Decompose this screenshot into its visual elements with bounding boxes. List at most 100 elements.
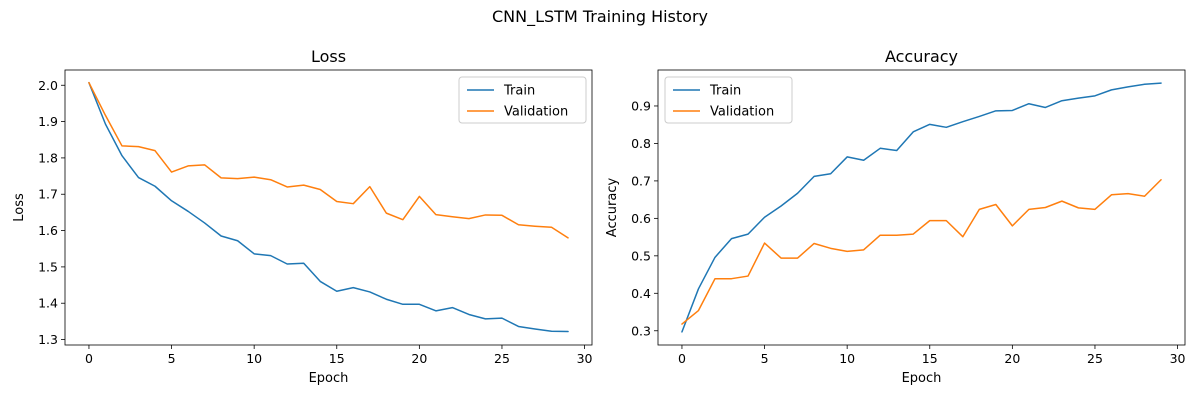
loss-validation-point (203, 163, 206, 166)
accuracy-validation-point (846, 250, 849, 253)
loss-validation-point (335, 200, 338, 203)
loss-y-axis-label: Loss (12, 193, 27, 222)
loss-validation-point (550, 226, 553, 229)
accuracy-train-point (1143, 83, 1146, 86)
loss-validation-point (319, 188, 322, 191)
accuracy-axes-frame (657, 69, 1186, 346)
loss-train-point (286, 262, 289, 265)
loss-train-point (187, 210, 190, 213)
accuracy-train-point (813, 175, 816, 178)
accuracy-train-point (978, 115, 981, 118)
loss-validation-point (385, 212, 388, 215)
accuracy-validation-point (994, 203, 997, 206)
loss-train-point (451, 306, 454, 309)
loss-validation-point (220, 176, 223, 179)
accuracy-validation-line (681, 179, 1162, 325)
accuracy-train-point (1077, 97, 1080, 100)
accuracy-validation-point (1077, 206, 1080, 209)
loss-train-point (385, 298, 388, 301)
loss-train-point (253, 252, 256, 255)
accuracy-y-tick-label: 0.8 (631, 136, 651, 151)
accuracy-validation-point (1110, 193, 1113, 196)
accuracy-train-point (730, 237, 733, 240)
accuracy-train-point (680, 330, 683, 333)
loss-x-tick-label: 10 (246, 351, 262, 366)
accuracy-train-point (829, 172, 832, 175)
accuracy-train-point (961, 120, 964, 123)
loss-validation-point (236, 177, 239, 180)
loss-train-point (500, 317, 503, 320)
accuracy-chart-title: Accuracy (885, 47, 958, 66)
accuracy-validation-point (1093, 208, 1096, 211)
accuracy-validation-point (945, 219, 948, 222)
accuracy-validation-point (1027, 208, 1030, 211)
loss-y-tick-label: 1.5 (38, 259, 58, 274)
figure-suptitle: CNN_LSTM Training History (492, 7, 708, 27)
loss-train-point (434, 309, 437, 312)
accuracy-validation-point (796, 257, 799, 260)
accuracy-validation-point (1011, 224, 1014, 227)
accuracy-x-tick-label: 30 (1170, 351, 1186, 366)
loss-validation-line (88, 81, 569, 239)
accuracy-validation-point (697, 309, 700, 312)
accuracy-validation-point (829, 247, 832, 250)
loss-train-point (517, 325, 520, 328)
accuracy-y-tick-label: 0.5 (631, 248, 651, 263)
loss-validation-point (467, 217, 470, 220)
loss-validation-point (484, 213, 487, 216)
accuracy-train-point (796, 192, 799, 195)
loss-train-point (467, 313, 470, 316)
loss-train-point (368, 290, 371, 293)
accuracy-train-point (713, 256, 716, 259)
accuracy-legend-validation-label: Validation (710, 105, 774, 120)
loss-train-point (302, 262, 305, 265)
accuracy-validation-point (978, 208, 981, 211)
accuracy-y-tick-label: 0.9 (631, 98, 651, 113)
loss-train-point (104, 123, 107, 126)
loss-train-point (170, 199, 173, 202)
accuracy-validation-point (713, 277, 716, 280)
loss-train-point (154, 185, 157, 188)
accuracy-y-tick-label: 0.3 (631, 323, 651, 338)
accuracy-train-point (1127, 85, 1130, 88)
loss-y-tick-label: 2.0 (38, 78, 58, 93)
loss-validation-point (187, 164, 190, 167)
accuracy-validation-point (1127, 192, 1130, 195)
loss-train-point (484, 317, 487, 320)
loss-y-tick-label: 1.9 (38, 114, 58, 129)
loss-train-point (352, 286, 355, 289)
accuracy-train-line (681, 82, 1162, 333)
accuracy-validation-point (912, 233, 915, 236)
loss-validation-point (269, 178, 272, 181)
accuracy-train-point (945, 126, 948, 129)
loss-y-tick-label: 1.8 (38, 150, 58, 165)
accuracy-train-point (862, 159, 865, 162)
accuracy-train-point (1110, 88, 1113, 91)
loss-chart-title: Loss (311, 47, 346, 66)
accuracy-validation-point (680, 323, 683, 326)
loss-train-line (88, 81, 569, 333)
accuracy-validation-point (895, 234, 898, 237)
loss-validation-point (401, 218, 404, 221)
accuracy-validation-point (928, 219, 931, 222)
loss-train-point (269, 254, 272, 257)
loss-chart: Loss 0 5 10 15 20 25 30 1.3 1.4 1.5 1.6 1.7 1.8 1.9 2.0… (12, 47, 593, 386)
accuracy-train-point (994, 109, 997, 112)
loss-legend: Train Validation (458, 76, 587, 124)
accuracy-chart: Accuracy 0 5 10 15 20 25 30 0.3 0.4 0.5 0.6 0.7 0.8 0.… (605, 47, 1186, 386)
loss-validation-point (418, 195, 421, 198)
accuracy-x-tick-label: 25 (1087, 351, 1103, 366)
accuracy-train-point (1160, 82, 1163, 85)
loss-train-point (319, 280, 322, 283)
loss-legend-validation-label: Validation (504, 105, 568, 120)
accuracy-validation-point (1044, 206, 1047, 209)
accuracy-validation-point (879, 234, 882, 237)
loss-x-tick-label: 15 (329, 351, 345, 366)
loss-validation-point (434, 213, 437, 216)
loss-x-tick-label: 30 (577, 351, 593, 366)
loss-train-point (120, 154, 123, 157)
loss-y-tick-label: 1.3 (38, 332, 58, 347)
loss-y-tick-label: 1.4 (38, 296, 58, 311)
loss-train-point (335, 290, 338, 293)
